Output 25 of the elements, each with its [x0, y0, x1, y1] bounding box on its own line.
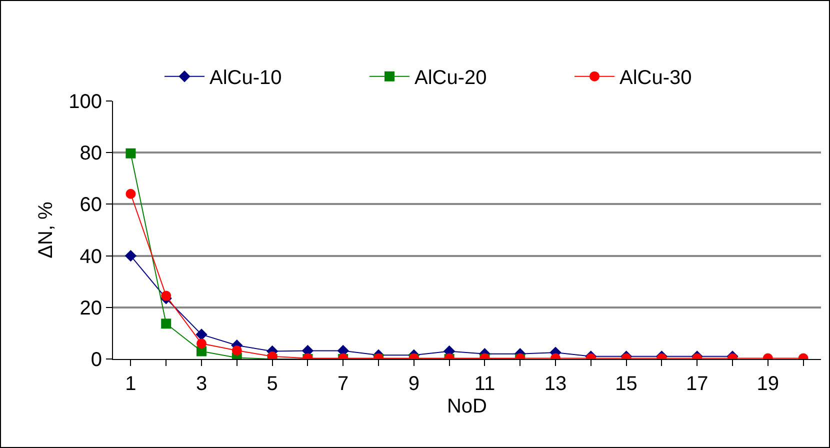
y-tick-label: 80 [80, 142, 102, 165]
legend-label: AlCu-10 [210, 67, 282, 90]
x-tick-label: 15 [615, 373, 638, 395]
y-tick-label: 60 [80, 194, 102, 216]
y-tick-label: 40 [80, 246, 102, 268]
x-tick-label: 11 [474, 373, 496, 395]
legend-label: AlCu-20 [414, 67, 487, 90]
x-tick-label: 5 [266, 373, 278, 395]
y-tick-label: 0 [90, 349, 102, 371]
y-axis-title: ΔN, % [35, 201, 58, 258]
x-axis-title: NoD [446, 396, 488, 418]
x-tick-label: 7 [338, 373, 349, 395]
point [161, 290, 172, 301]
x-tick-label: 13 [544, 373, 567, 395]
y-tick-label: 100 [68, 91, 102, 113]
x-tick-label: 19 [756, 373, 780, 395]
point [124, 250, 137, 262]
x-tick-label: 3 [196, 373, 208, 395]
point [126, 188, 136, 199]
x-tick-label: 17 [686, 373, 708, 395]
legend-label: AlCu-30 [620, 67, 692, 90]
y-tick-label: 20 [80, 297, 102, 320]
x-tick-label: 1 [125, 373, 136, 395]
x-tick-label: 9 [408, 373, 420, 395]
point [161, 318, 172, 329]
